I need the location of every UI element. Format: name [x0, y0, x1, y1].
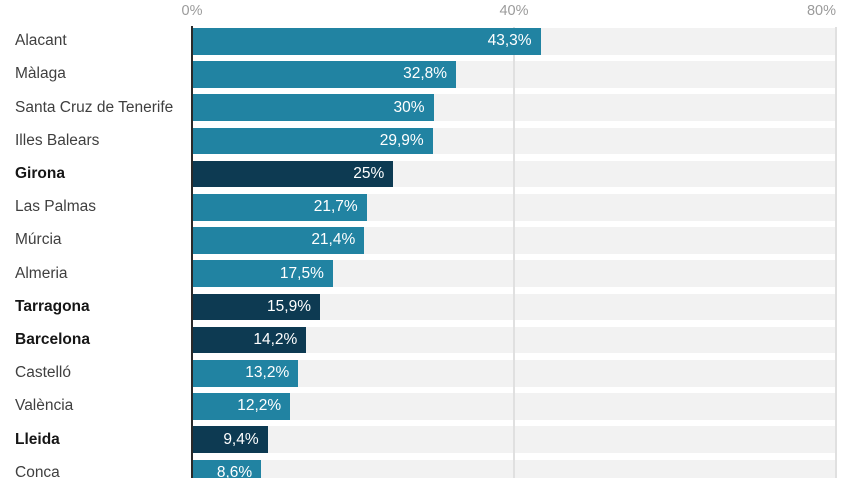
- category-label: Girona: [15, 165, 65, 183]
- value-label: 13,2%: [245, 364, 290, 382]
- bar: 30%: [192, 94, 434, 121]
- chart-row: Lleida 9,4%: [0, 426, 850, 453]
- category-label: Lleida: [15, 430, 60, 448]
- gridline: [834, 27, 837, 478]
- category-label: Múrcia: [15, 231, 62, 249]
- bar: 32,8%: [192, 61, 457, 88]
- value-label: 32,8%: [403, 65, 448, 83]
- value-label: 12,2%: [237, 397, 282, 415]
- bar: 21,7%: [192, 194, 367, 221]
- chart-row: Conca 8,6%: [0, 459, 850, 478]
- bar: 8,6%: [192, 459, 262, 478]
- x-axis-tick-label: 40%: [499, 3, 529, 19]
- category-label: Illes Balears: [15, 131, 100, 149]
- chart-row: Santa Cruz de Tenerife 30%: [0, 94, 850, 121]
- chart-row: Illes Balears 29,9%: [0, 127, 850, 155]
- gridline: [512, 27, 515, 478]
- chart-row: Almeria 17,5%: [0, 260, 850, 287]
- value-label: 15,9%: [267, 297, 311, 315]
- value-label: 21,7%: [313, 198, 358, 216]
- value-label: 14,2%: [253, 331, 298, 349]
- category-label: Conca: [15, 463, 60, 478]
- category-label: Almeria: [15, 264, 68, 282]
- chart-row: Barcelona 14,2%: [0, 326, 850, 354]
- x-axis-tick-label: 0%: [181, 3, 203, 19]
- value-label: 8,6%: [216, 463, 253, 478]
- value-label: 21,4%: [311, 231, 356, 249]
- bar: 14,2%: [192, 326, 307, 354]
- chart-row: Las Palmas 21,7%: [0, 194, 850, 221]
- category-label: Santa Cruz de Tenerife: [15, 98, 174, 116]
- bar: 9,4%: [192, 426, 268, 453]
- value-label: 25%: [353, 165, 385, 183]
- bar: 21,4%: [192, 227, 365, 254]
- chart-row: Castelló 13,2%: [0, 360, 850, 387]
- value-label: 30%: [393, 98, 425, 116]
- chart-row: Tarragona 15,9%: [0, 293, 850, 321]
- bar: 12,2%: [192, 393, 291, 420]
- x-axis-tick-label: 80%: [806, 3, 836, 19]
- category-label: Alacant: [15, 32, 67, 50]
- category-label: Màlaga: [15, 65, 66, 83]
- bar: 29,9%: [192, 127, 433, 155]
- category-label: Tarragona: [15, 297, 90, 315]
- chart-row: Girona 25%: [0, 160, 850, 188]
- value-label: 9,4%: [223, 430, 259, 448]
- category-label: Las Palmas: [15, 198, 96, 216]
- bar: 17,5%: [192, 260, 333, 287]
- category-label: Castelló: [15, 364, 71, 382]
- bar-track: 43,3%: [192, 28, 836, 55]
- category-label: Barcelona: [15, 331, 90, 349]
- chart-row: Màlaga 32,8%: [0, 61, 850, 88]
- chart-row: Alacant 43,3%: [0, 28, 850, 55]
- value-label: 43,3%: [487, 32, 532, 50]
- chart-row: València 12,2%: [0, 393, 850, 420]
- chart-row: Múrcia 21,4%: [0, 227, 850, 254]
- bar: 13,2%: [192, 360, 299, 387]
- bar: 25%: [192, 160, 394, 188]
- bar: 15,9%: [192, 293, 320, 321]
- value-label: 29,9%: [379, 131, 424, 149]
- value-label: 17,5%: [279, 264, 324, 282]
- y-axis-line: [190, 26, 193, 478]
- category-label: València: [15, 397, 74, 415]
- bar: 43,3%: [192, 28, 541, 55]
